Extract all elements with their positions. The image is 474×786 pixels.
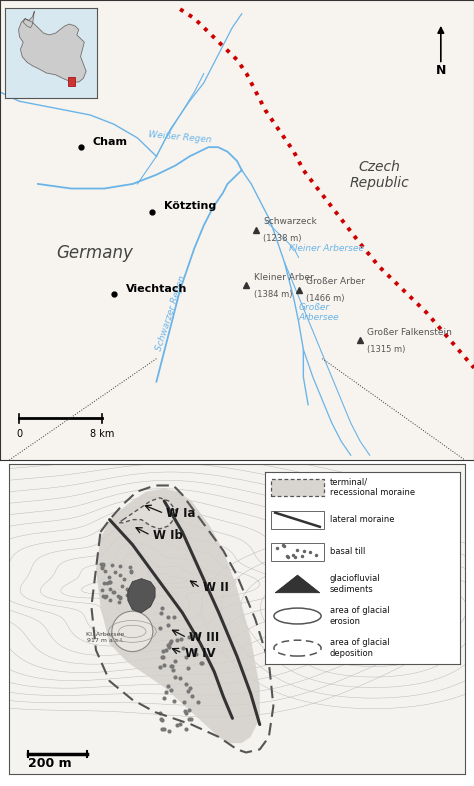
- Text: Kleiner Arbersee: Kleiner Arbersee: [289, 244, 364, 253]
- Text: lateral moraine: lateral moraine: [329, 516, 394, 524]
- Text: Viechtach: Viechtach: [126, 284, 187, 294]
- Ellipse shape: [274, 608, 321, 624]
- Text: area of glacial
deposition: area of glacial deposition: [329, 638, 389, 658]
- Text: (1315 m): (1315 m): [367, 345, 406, 354]
- Text: area of glacial
erosion: area of glacial erosion: [329, 606, 389, 626]
- Text: Czech
Republic: Czech Republic: [349, 160, 409, 190]
- Text: Kleiner Arber: Kleiner Arber: [254, 273, 313, 281]
- Text: Großer Arber: Großer Arber: [306, 277, 365, 286]
- Text: Weißer Regen: Weißer Regen: [148, 130, 212, 145]
- Polygon shape: [275, 575, 320, 593]
- Text: W Ia: W Ia: [166, 507, 196, 520]
- Text: (1466 m): (1466 m): [306, 294, 344, 303]
- Text: glaciofluvial
sediments: glaciofluvial sediments: [329, 575, 380, 593]
- Polygon shape: [128, 578, 155, 613]
- Text: 0: 0: [16, 429, 22, 439]
- Text: W IV: W IV: [185, 647, 215, 659]
- Text: (1238 m): (1238 m): [263, 234, 301, 244]
- Text: Schwarzer Regen: Schwarzer Regen: [154, 274, 187, 351]
- FancyBboxPatch shape: [271, 479, 324, 497]
- Text: W II: W II: [203, 582, 229, 594]
- Bar: [68, 78, 75, 86]
- Polygon shape: [96, 489, 260, 744]
- Polygon shape: [118, 498, 178, 529]
- Text: 200 m: 200 m: [27, 757, 71, 769]
- Ellipse shape: [274, 640, 321, 656]
- Text: Kl. Arbersee
917 m a.s.l.: Kl. Arbersee 917 m a.s.l.: [86, 632, 124, 643]
- Text: Großer Falkenstein: Großer Falkenstein: [367, 328, 452, 336]
- Text: Kötzting: Kötzting: [164, 201, 216, 211]
- Text: (1384 m): (1384 m): [254, 289, 292, 299]
- Text: basal till: basal till: [329, 547, 365, 556]
- Text: Großer
Arbersee: Großer Arbersee: [299, 303, 339, 322]
- Text: Schwarzeck: Schwarzeck: [263, 218, 317, 226]
- Text: Germany: Germany: [56, 244, 133, 262]
- Text: Cham: Cham: [92, 137, 128, 147]
- Ellipse shape: [112, 612, 153, 652]
- FancyBboxPatch shape: [271, 543, 324, 560]
- Polygon shape: [18, 12, 86, 82]
- Text: Cham: Cham: [44, 83, 70, 94]
- Text: W III: W III: [189, 631, 219, 644]
- Text: N: N: [436, 64, 446, 76]
- Text: terminal/
recessional moraine: terminal/ recessional moraine: [329, 478, 415, 498]
- Text: 8 km: 8 km: [90, 429, 114, 439]
- Text: W Ib: W Ib: [153, 529, 182, 542]
- FancyBboxPatch shape: [271, 511, 324, 528]
